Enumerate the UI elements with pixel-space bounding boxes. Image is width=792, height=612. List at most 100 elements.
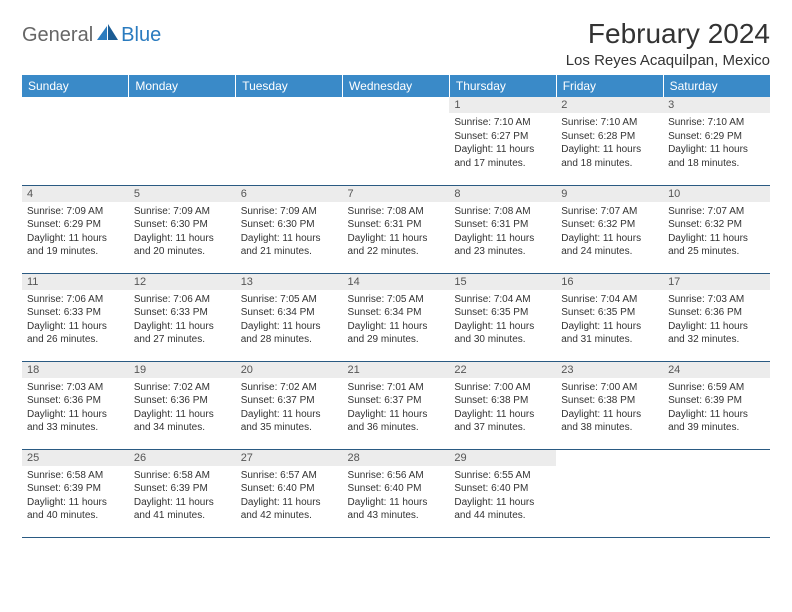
sunset-text: Sunset: 6:30 PM: [241, 218, 338, 232]
calendar-week-row: 11Sunrise: 7:06 AMSunset: 6:33 PMDayligh…: [22, 273, 770, 361]
daylight-line1: Daylight: 11 hours: [27, 232, 124, 246]
daylight-line2: and 35 minutes.: [241, 421, 338, 435]
day-details: Sunrise: 7:10 AMSunset: 6:29 PMDaylight:…: [663, 113, 770, 173]
day-details: Sunrise: 7:04 AMSunset: 6:35 PMDaylight:…: [556, 290, 663, 350]
calendar-day-cell: [22, 97, 129, 185]
calendar-day-cell: 11Sunrise: 7:06 AMSunset: 6:33 PMDayligh…: [22, 273, 129, 361]
daylight-line2: and 33 minutes.: [27, 421, 124, 435]
sunrise-text: Sunrise: 7:10 AM: [668, 116, 765, 130]
calendar-body: 1Sunrise: 7:10 AMSunset: 6:27 PMDaylight…: [22, 97, 770, 537]
sunset-text: Sunset: 6:32 PM: [561, 218, 658, 232]
daylight-line1: Daylight: 11 hours: [134, 232, 231, 246]
daylight-line2: and 39 minutes.: [668, 421, 765, 435]
day-details: Sunrise: 6:58 AMSunset: 6:39 PMDaylight:…: [129, 466, 236, 526]
calendar-day-cell: 22Sunrise: 7:00 AMSunset: 6:38 PMDayligh…: [449, 361, 556, 449]
sunrise-text: Sunrise: 7:05 AM: [348, 293, 445, 307]
daylight-line1: Daylight: 11 hours: [561, 143, 658, 157]
sunrise-text: Sunrise: 7:09 AM: [27, 205, 124, 219]
location-subtitle: Los Reyes Acaquilpan, Mexico: [566, 52, 770, 69]
day-details: Sunrise: 6:58 AMSunset: 6:39 PMDaylight:…: [22, 466, 129, 526]
day-details: Sunrise: 7:09 AMSunset: 6:30 PMDaylight:…: [236, 202, 343, 262]
calendar-day-cell: 1Sunrise: 7:10 AMSunset: 6:27 PMDaylight…: [449, 97, 556, 185]
day-details: Sunrise: 7:07 AMSunset: 6:32 PMDaylight:…: [556, 202, 663, 262]
day-number: 9: [556, 186, 663, 202]
daylight-line2: and 32 minutes.: [668, 333, 765, 347]
sunrise-text: Sunrise: 7:01 AM: [348, 381, 445, 395]
day-number: 28: [343, 450, 450, 466]
day-number: 29: [449, 450, 556, 466]
day-details: Sunrise: 7:10 AMSunset: 6:28 PMDaylight:…: [556, 113, 663, 173]
calendar-day-cell: 14Sunrise: 7:05 AMSunset: 6:34 PMDayligh…: [343, 273, 450, 361]
daylight-line2: and 26 minutes.: [27, 333, 124, 347]
day-number: 24: [663, 362, 770, 378]
daylight-line1: Daylight: 11 hours: [134, 496, 231, 510]
day-details: Sunrise: 6:55 AMSunset: 6:40 PMDaylight:…: [449, 466, 556, 526]
calendar-day-cell: [663, 449, 770, 537]
sunset-text: Sunset: 6:32 PM: [668, 218, 765, 232]
sunrise-text: Sunrise: 7:02 AM: [241, 381, 338, 395]
calendar-day-cell: 21Sunrise: 7:01 AMSunset: 6:37 PMDayligh…: [343, 361, 450, 449]
month-title: February 2024: [566, 18, 770, 50]
daylight-line2: and 17 minutes.: [454, 157, 551, 171]
sunset-text: Sunset: 6:40 PM: [348, 482, 445, 496]
daylight-line1: Daylight: 11 hours: [561, 320, 658, 334]
day-details: Sunrise: 7:05 AMSunset: 6:34 PMDaylight:…: [236, 290, 343, 350]
calendar-day-cell: 8Sunrise: 7:08 AMSunset: 6:31 PMDaylight…: [449, 185, 556, 273]
daylight-line1: Daylight: 11 hours: [668, 232, 765, 246]
calendar-day-cell: 9Sunrise: 7:07 AMSunset: 6:32 PMDaylight…: [556, 185, 663, 273]
day-details: Sunrise: 7:09 AMSunset: 6:30 PMDaylight:…: [129, 202, 236, 262]
calendar-day-cell: 17Sunrise: 7:03 AMSunset: 6:36 PMDayligh…: [663, 273, 770, 361]
sunrise-text: Sunrise: 7:02 AM: [134, 381, 231, 395]
daylight-line1: Daylight: 11 hours: [134, 408, 231, 422]
daylight-line2: and 43 minutes.: [348, 509, 445, 523]
daylight-line2: and 20 minutes.: [134, 245, 231, 259]
sunrise-text: Sunrise: 7:03 AM: [668, 293, 765, 307]
daylight-line2: and 40 minutes.: [27, 509, 124, 523]
daylight-line2: and 42 minutes.: [241, 509, 338, 523]
weekday-header: Saturday: [663, 75, 770, 97]
weekday-header: Tuesday: [236, 75, 343, 97]
calendar-day-cell: [236, 97, 343, 185]
day-details: Sunrise: 7:08 AMSunset: 6:31 PMDaylight:…: [449, 202, 556, 262]
brand-logo: General Blue: [22, 18, 161, 47]
daylight-line2: and 41 minutes.: [134, 509, 231, 523]
daylight-line1: Daylight: 11 hours: [561, 408, 658, 422]
sunset-text: Sunset: 6:36 PM: [668, 306, 765, 320]
daylight-line2: and 30 minutes.: [454, 333, 551, 347]
sunset-text: Sunset: 6:31 PM: [454, 218, 551, 232]
brand-sail-icon: [97, 24, 119, 47]
daylight-line1: Daylight: 11 hours: [454, 496, 551, 510]
daylight-line1: Daylight: 11 hours: [454, 232, 551, 246]
sunrise-text: Sunrise: 7:00 AM: [454, 381, 551, 395]
brand-word-2: Blue: [121, 24, 161, 47]
sunset-text: Sunset: 6:39 PM: [27, 482, 124, 496]
daylight-line1: Daylight: 11 hours: [134, 320, 231, 334]
daylight-line1: Daylight: 11 hours: [241, 408, 338, 422]
calendar-day-cell: 24Sunrise: 6:59 AMSunset: 6:39 PMDayligh…: [663, 361, 770, 449]
calendar-day-cell: 23Sunrise: 7:00 AMSunset: 6:38 PMDayligh…: [556, 361, 663, 449]
page-header: General Blue February 2024 Los Reyes Aca…: [22, 18, 770, 69]
day-number: 11: [22, 274, 129, 290]
day-number: 5: [129, 186, 236, 202]
day-number: 18: [22, 362, 129, 378]
weekday-header: Thursday: [449, 75, 556, 97]
sunrise-text: Sunrise: 7:04 AM: [454, 293, 551, 307]
calendar-week-row: 4Sunrise: 7:09 AMSunset: 6:29 PMDaylight…: [22, 185, 770, 273]
calendar-day-cell: [129, 97, 236, 185]
daylight-line2: and 28 minutes.: [241, 333, 338, 347]
sunrise-text: Sunrise: 7:07 AM: [668, 205, 765, 219]
calendar-day-cell: 10Sunrise: 7:07 AMSunset: 6:32 PMDayligh…: [663, 185, 770, 273]
brand-word-1: General: [22, 24, 93, 47]
calendar-day-cell: 15Sunrise: 7:04 AMSunset: 6:35 PMDayligh…: [449, 273, 556, 361]
sunset-text: Sunset: 6:36 PM: [134, 394, 231, 408]
day-number: 27: [236, 450, 343, 466]
daylight-line1: Daylight: 11 hours: [454, 320, 551, 334]
day-number: 1: [449, 97, 556, 113]
sunset-text: Sunset: 6:34 PM: [348, 306, 445, 320]
calendar-day-cell: [556, 449, 663, 537]
daylight-line1: Daylight: 11 hours: [454, 143, 551, 157]
daylight-line1: Daylight: 11 hours: [27, 496, 124, 510]
daylight-line1: Daylight: 11 hours: [348, 320, 445, 334]
title-block: February 2024 Los Reyes Acaquilpan, Mexi…: [566, 18, 770, 69]
sunrise-text: Sunrise: 7:05 AM: [241, 293, 338, 307]
